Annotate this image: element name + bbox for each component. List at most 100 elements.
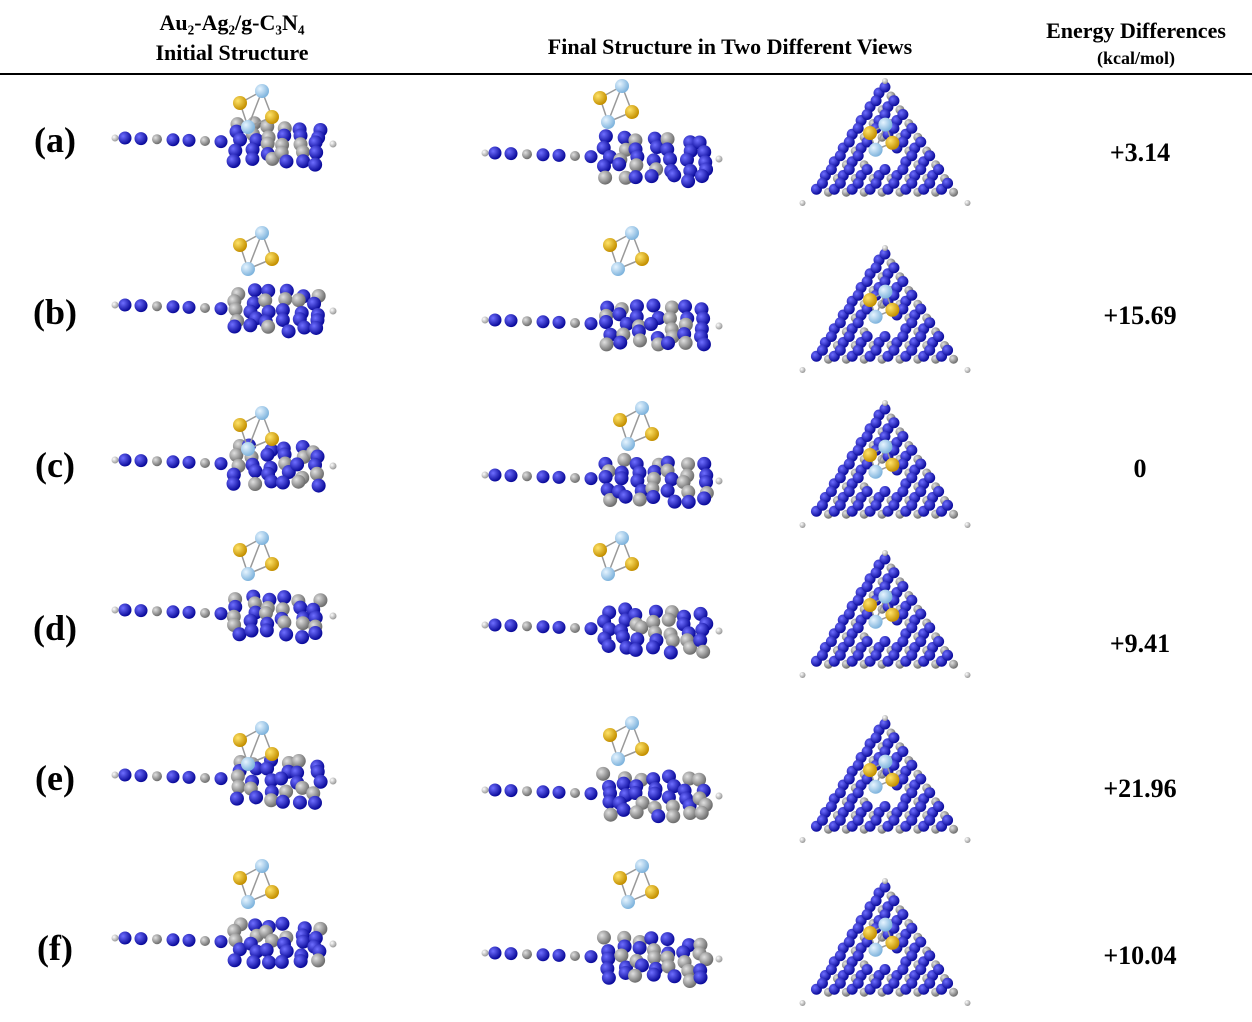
atom (119, 769, 132, 782)
atom (135, 769, 148, 782)
atom (244, 624, 258, 638)
atom (200, 136, 210, 146)
atom (906, 150, 917, 161)
atom (625, 105, 639, 119)
atom (663, 152, 677, 166)
atom (871, 345, 882, 356)
atom (553, 786, 566, 799)
row-label: (b) (33, 292, 77, 332)
atom (265, 885, 279, 899)
atom (897, 276, 908, 287)
atom (183, 301, 196, 314)
atom (330, 308, 337, 315)
atom (308, 796, 322, 810)
atom (215, 457, 228, 470)
atom (853, 950, 864, 961)
atom (871, 895, 882, 906)
atom (570, 473, 580, 483)
energy-value: +3.14 (1110, 138, 1170, 167)
atom (553, 471, 566, 484)
atom (585, 472, 598, 485)
atom (853, 472, 864, 483)
atom (863, 763, 877, 777)
atom (604, 808, 618, 822)
atom (853, 923, 864, 934)
atom (152, 934, 162, 944)
atom (646, 490, 660, 504)
atom (241, 895, 255, 909)
atom (933, 164, 944, 175)
atom (233, 871, 247, 885)
atom (678, 300, 692, 314)
atom (800, 200, 806, 206)
atom (897, 581, 908, 592)
atom (537, 948, 550, 961)
atom (844, 636, 855, 647)
atom (482, 150, 489, 157)
atom (553, 949, 566, 962)
atom (800, 522, 806, 528)
atom (522, 621, 532, 631)
atom (915, 137, 926, 148)
row-label: (e) (35, 758, 75, 798)
atom (888, 178, 899, 189)
atom (695, 169, 709, 183)
atom (227, 477, 241, 491)
atom (888, 815, 899, 826)
atom (897, 109, 908, 120)
atom (863, 293, 877, 307)
atom (817, 345, 828, 356)
atom (227, 320, 241, 334)
atom (862, 964, 873, 975)
atom (897, 164, 908, 175)
atom (489, 469, 502, 482)
atom (112, 935, 119, 942)
atom (309, 145, 323, 159)
atom (537, 785, 550, 798)
atom (241, 757, 255, 771)
atom (200, 303, 210, 313)
atom (621, 895, 635, 909)
row-label: (d) (33, 608, 77, 648)
atom (906, 760, 917, 771)
atom (915, 964, 926, 975)
atom (906, 595, 917, 606)
atom (611, 262, 625, 276)
atom (835, 472, 846, 483)
atom (200, 608, 210, 618)
atom (183, 456, 196, 469)
atom (906, 445, 917, 456)
atom (949, 188, 958, 197)
atom (489, 947, 502, 960)
atom (255, 406, 269, 420)
atom (878, 755, 892, 769)
atom (906, 815, 917, 826)
atom (853, 815, 864, 826)
atom (215, 935, 228, 948)
atom (482, 622, 489, 629)
atom (482, 317, 489, 324)
atom (614, 948, 628, 962)
atom (817, 815, 828, 826)
atom (241, 442, 255, 456)
atom (835, 317, 846, 328)
atom (585, 787, 598, 800)
atom (522, 471, 532, 481)
atom (942, 500, 953, 511)
atom (835, 345, 846, 356)
atom (664, 646, 678, 660)
atom (119, 454, 132, 467)
atom (570, 788, 580, 798)
column-title: Energy Differences (1046, 18, 1226, 43)
atom (625, 226, 639, 240)
atom (924, 978, 935, 989)
atom (897, 331, 908, 342)
atom (291, 475, 305, 489)
atom (255, 721, 269, 735)
atom (880, 331, 891, 342)
atom (308, 626, 322, 640)
atom (600, 337, 614, 351)
atom (119, 132, 132, 145)
atom (277, 590, 291, 604)
atom (871, 178, 882, 189)
